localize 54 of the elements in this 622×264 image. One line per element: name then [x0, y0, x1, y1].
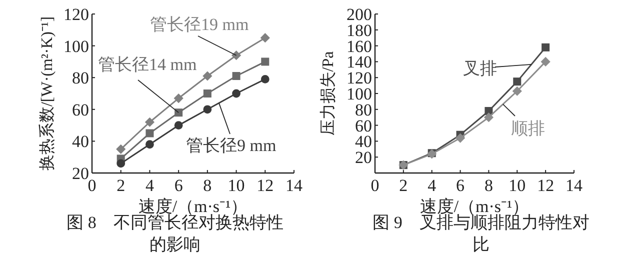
caption: 图 9 叉排与顺排阻力特性对比 [372, 213, 590, 256]
point [146, 140, 154, 149]
point [260, 33, 270, 43]
x-tick-label: 10 [228, 176, 245, 195]
point [455, 133, 466, 143]
x-tick-label: 8 [203, 176, 212, 195]
y-tick-label: 80 [72, 68, 89, 88]
point [513, 78, 522, 86]
point [542, 43, 550, 52]
x-tick-label: 6 [174, 176, 183, 195]
x-tick-label: 10 [508, 176, 526, 195]
x-tick-label: 12 [256, 176, 274, 195]
point [512, 86, 522, 96]
point [540, 56, 550, 66]
series-label: 管长径9 mm [186, 136, 276, 155]
series-label: 顺排 [511, 119, 545, 138]
point [146, 129, 154, 138]
point [203, 105, 212, 114]
x-tick-label: 2 [399, 176, 408, 195]
x-tick-label: 14 [286, 176, 303, 195]
x-tick-label: 14 [566, 176, 583, 195]
point [231, 50, 242, 60]
x-tick-label: 4 [428, 176, 437, 195]
x-tick-label: 12 [537, 176, 554, 195]
point [484, 112, 494, 122]
x-tick-label: 0 [88, 176, 96, 195]
point [174, 108, 183, 117]
point [174, 93, 184, 104]
point [144, 117, 155, 127]
point [116, 144, 126, 154]
y-axis-title: 压力损失/Pa [319, 51, 337, 136]
x-tick-label: 0 [370, 176, 380, 195]
y-tick-label: 100 [64, 36, 89, 56]
point [261, 58, 270, 66]
point [202, 71, 212, 81]
point [116, 159, 126, 168]
x-tick-label: 8 [484, 176, 493, 195]
x-tick-label: 2 [116, 176, 126, 195]
point [232, 89, 240, 98]
y-tick-label: 120 [64, 5, 89, 24]
y-axis-title: 换热系数/[W·(m²·K)⁻¹] [38, 16, 56, 171]
y-tick-label: 60 [72, 100, 89, 120]
y-tick-label: 40 [72, 132, 89, 152]
series-label: 管长径19 mm [150, 15, 249, 34]
series-label: 管长径14 mm [98, 55, 197, 74]
series-label: 叉排 [463, 59, 497, 78]
point [260, 74, 270, 84]
point [203, 90, 212, 98]
y-tick-label: 20 [72, 164, 89, 183]
x-tick-label: 4 [145, 176, 154, 195]
point [232, 72, 240, 80]
x-tick-label: 6 [456, 176, 465, 195]
point [174, 121, 183, 130]
caption: 图 8 不同管长径对换热特性的影响 [66, 213, 284, 256]
